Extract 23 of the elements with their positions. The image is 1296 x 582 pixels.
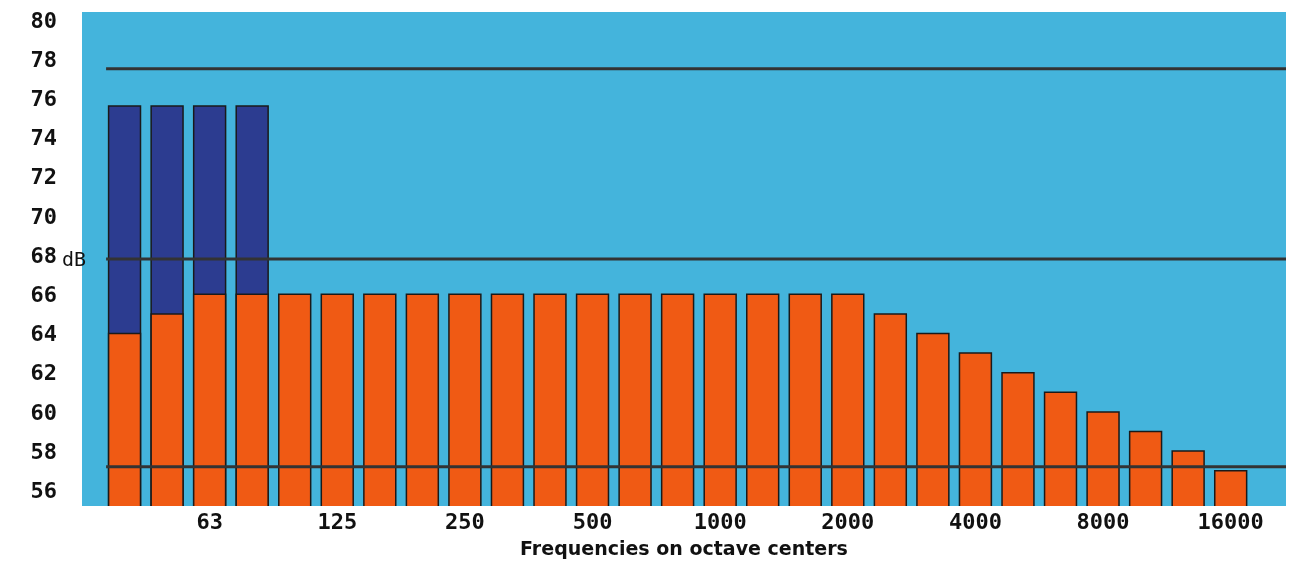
- x-tick-label: 16000: [1197, 509, 1264, 534]
- y-tick-label: 72: [30, 164, 57, 190]
- x-tick-label: 4000: [948, 509, 1002, 534]
- x-tick-label: 250: [445, 509, 485, 534]
- y-tick-label: 58: [30, 438, 57, 464]
- y-tick-label: 68: [30, 242, 57, 268]
- x-tick-label: 500: [572, 509, 613, 534]
- x-tick-label: 2000: [821, 509, 875, 534]
- x-tick-label: 8000: [1076, 509, 1130, 534]
- x-tick-label: 63: [196, 509, 223, 534]
- y-tick-label: 60: [30, 399, 57, 425]
- x-tick-label: 125: [317, 509, 358, 534]
- y-tick-label: 66: [30, 281, 57, 307]
- x-axis-title: Frequencies on octave centers: [520, 536, 848, 559]
- y-tick-label: 74: [30, 125, 57, 151]
- y-tick-label: 80: [30, 7, 57, 33]
- y-tick-label: 64: [30, 321, 57, 347]
- y-tick-label: 56: [30, 478, 57, 504]
- y-tick-label: 78: [30, 46, 57, 72]
- y-tick-label: 62: [30, 360, 57, 386]
- y-tick-label: 76: [30, 85, 57, 111]
- y-tick-label: 70: [30, 203, 57, 229]
- x-tick-label: 1000: [693, 509, 747, 534]
